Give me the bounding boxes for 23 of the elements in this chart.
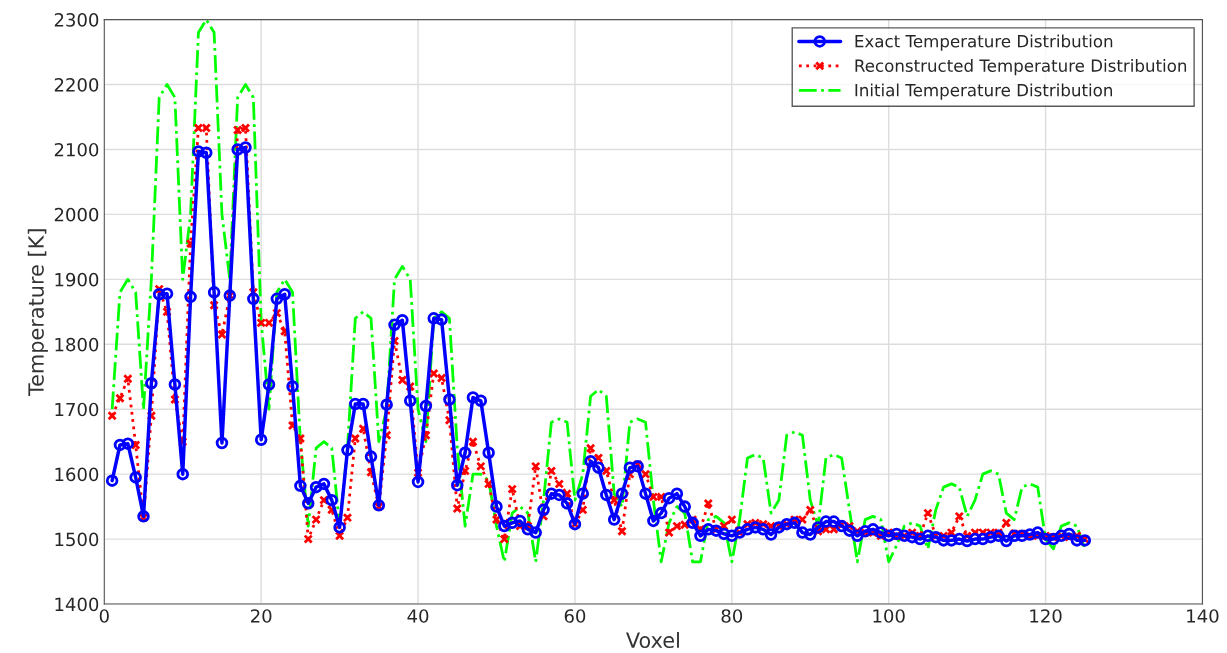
x-tick-label: 0	[99, 609, 109, 623]
y-tick-label: 2300	[54, 13, 99, 27]
y-tick-label: 2100	[54, 142, 99, 157]
x-axis-title: Voxel	[626, 631, 679, 649]
y-tick-label: 1700	[55, 402, 99, 417]
y-tick-label: 2200	[54, 77, 99, 92]
x-tick-label: 60	[564, 609, 586, 623]
y-tick-label: 1900	[55, 272, 99, 287]
y-tick-label: 1500	[55, 532, 99, 547]
y-tick-label: 2000	[54, 207, 99, 222]
legend-label: Initial Temperature Distribution	[855, 83, 1112, 100]
y-tick-label: 1400	[55, 597, 99, 612]
x-tick-label: 140	[1187, 609, 1219, 623]
y-tick-label: 1800	[55, 337, 99, 352]
x-tick-label: 40	[407, 609, 429, 623]
y-axis-title: Temperature [K]	[27, 229, 48, 397]
legend-label: Exact Temperature Distribution	[855, 34, 1113, 51]
x-tick-label: 20	[251, 609, 272, 623]
x-tick-label: 120	[1030, 609, 1062, 623]
y-tick-label: 1600	[55, 467, 99, 482]
x-tick-label: 80	[721, 609, 743, 623]
x-tick-label: 100	[873, 609, 905, 623]
legend-label: Reconstructed Temperature Distribution	[855, 59, 1187, 76]
